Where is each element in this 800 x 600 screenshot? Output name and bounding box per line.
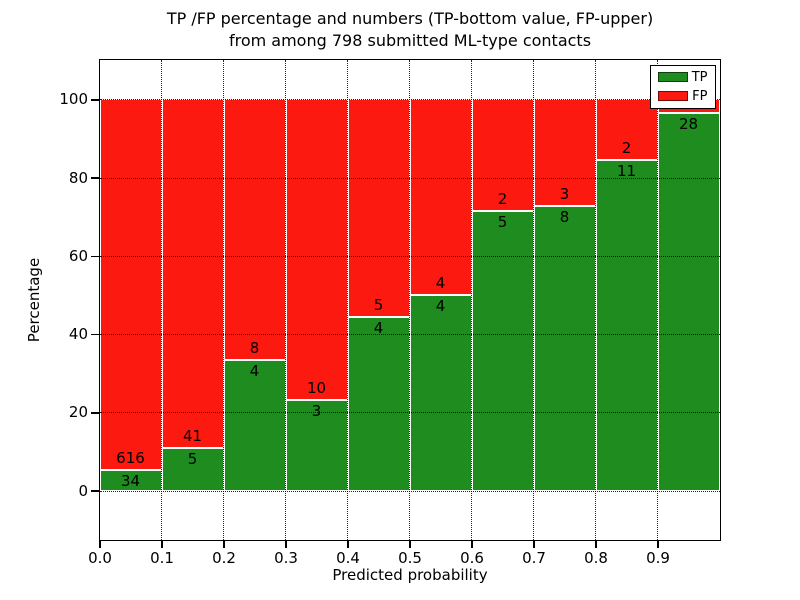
x-axis-tick (595, 540, 597, 548)
legend-swatch-tp-icon (657, 72, 688, 82)
x-axis-tick (347, 540, 349, 548)
y-tick-label: 60 (68, 246, 88, 265)
bar-label-fp: 8 (249, 339, 260, 358)
bar-segment-fp (533, 99, 596, 207)
grid-line-vertical (284, 59, 286, 540)
x-axis-tick (533, 540, 535, 548)
bar-segment-fp (409, 99, 472, 295)
bar-label-fp: 41 (182, 427, 203, 446)
y-axis-tick (91, 99, 99, 101)
bar-label-fp: 4 (435, 274, 446, 292)
grid-line-vertical (222, 59, 224, 540)
bar-label-fp: 616 (116, 449, 145, 468)
bar-segment-tp (161, 448, 224, 491)
y-axis-tick (91, 333, 99, 336)
bar-label-tp: 34 (120, 472, 141, 491)
y-axis-tick (91, 177, 99, 179)
bar-segment-tp (285, 400, 348, 491)
grid-line-vertical (594, 59, 596, 540)
bar-segment-tp (657, 112, 720, 491)
bar-label-tp: 11 (616, 161, 637, 180)
grid-line-vertical (656, 59, 658, 540)
bar-label-fp: 2 (497, 190, 508, 209)
bar-label-tp: 5 (497, 213, 508, 232)
legend-label: TP (691, 69, 708, 85)
legend-label: FP (692, 88, 708, 104)
x-axis-tick (471, 540, 473, 548)
x-axis-label: Predicted probability (332, 566, 488, 584)
y-tick-label: 40 (68, 325, 88, 344)
bar-label-fp: 3 (559, 185, 570, 204)
legend-item: FP (657, 88, 708, 104)
bar-segment-tp (223, 360, 286, 491)
x-tick-label: 0.6 (460, 549, 484, 567)
y-axis-tick (91, 490, 99, 492)
bar-label-tp: 4 (373, 318, 384, 337)
bar-segment-tp (471, 211, 534, 491)
x-tick-label: 0.2 (212, 549, 236, 567)
y-tick-label: 0 (78, 481, 88, 500)
y-axis-tick (91, 255, 99, 258)
grid-line-vertical (532, 59, 534, 540)
legend: TP FP (649, 64, 716, 109)
grid-line-vertical (470, 59, 472, 540)
x-axis-tick (223, 540, 225, 548)
x-tick-label: 0.4 (336, 549, 360, 567)
y-tick-label: 20 (68, 403, 88, 422)
grid-line-vertical (346, 59, 348, 540)
x-axis-tick (409, 540, 411, 548)
bar-label-fp: 10 (306, 379, 327, 398)
y-axis-tick (91, 412, 99, 414)
bar-label-tp: 3 (311, 402, 322, 421)
bar-label-tp: 28 (678, 114, 699, 133)
bar-label-tp: 5 (187, 450, 198, 469)
bar-segment-fp (223, 99, 286, 361)
x-tick-label: 0.3 (274, 549, 298, 567)
chart-title: TP /FP percentage and numbers (TP-bottom… (110, 8, 710, 52)
x-axis-tick (285, 540, 287, 548)
x-axis-tick (99, 540, 101, 548)
bar-label-tp: 4 (249, 362, 260, 381)
x-axis-tick (161, 540, 163, 548)
grid-line-vertical (408, 59, 410, 540)
bar-segment-fp (161, 99, 224, 449)
bar-segment-fp (347, 99, 410, 317)
x-tick-label: 0.8 (584, 549, 608, 567)
x-tick-label: 0.9 (646, 549, 670, 567)
y-tick-label: 80 (68, 168, 88, 187)
legend-item: TP (657, 69, 708, 85)
x-tick-label: 0.0 (88, 549, 112, 567)
y-axis-label: Percentage (25, 257, 43, 343)
chart-title-line2: from among 798 submitted ML-type contact… (228, 31, 592, 50)
legend-swatch-fp-icon (657, 91, 688, 101)
x-tick-label: 0.5 (398, 549, 422, 567)
x-tick-label: 0.7 (522, 549, 546, 567)
grid-line-vertical (160, 59, 162, 540)
bar-segment-fp (285, 99, 348, 401)
chart-title-line1: TP /FP percentage and numbers (TP-bottom… (166, 9, 654, 28)
bar-segment-fp (99, 99, 162, 471)
bar-label-fp: 2 (621, 138, 632, 157)
bar-segment-tp (533, 206, 596, 491)
bar-segment-fp (471, 99, 534, 212)
bar-segment-fp (595, 99, 658, 160)
x-tick-label: 0.1 (150, 549, 174, 567)
bar-segment-tp (595, 159, 658, 491)
bar-segment-tp (409, 295, 472, 491)
bar-label-fp: 5 (373, 295, 384, 314)
bar-label-tp: 8 (559, 208, 570, 227)
bar-segment-tp (347, 316, 410, 491)
bar-label-tp: 4 (435, 297, 446, 315)
y-tick-label: 100 (59, 90, 88, 109)
x-axis-tick (657, 540, 659, 548)
